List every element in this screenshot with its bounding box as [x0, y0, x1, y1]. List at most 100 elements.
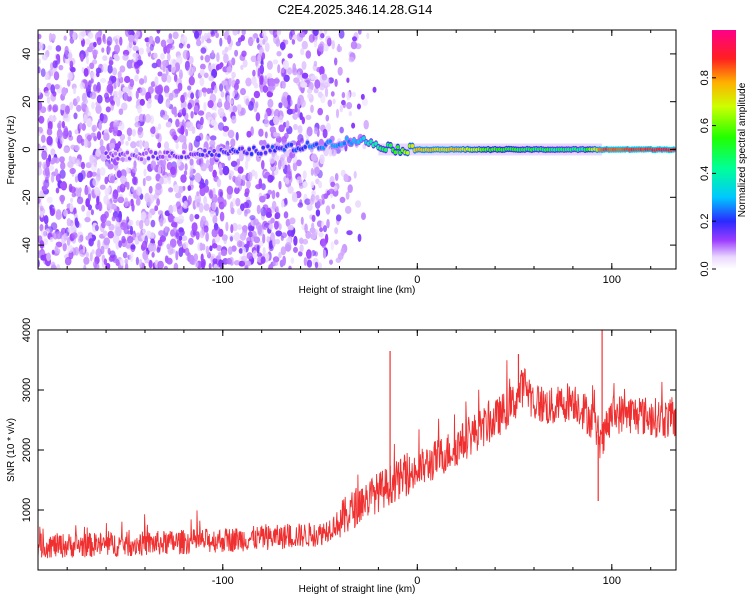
noise-speck	[298, 31, 306, 38]
noise-speck	[84, 216, 91, 223]
noise-speck	[221, 80, 228, 86]
noise-speck	[64, 105, 70, 115]
noise-speck	[234, 49, 239, 57]
noise-speck	[46, 135, 53, 146]
noise-speck	[67, 52, 73, 59]
noise-speck	[265, 252, 270, 261]
noise-speck	[302, 181, 308, 188]
noise-speck	[89, 62, 95, 70]
noise-speck	[203, 203, 210, 211]
noise-speck	[253, 82, 259, 89]
noise-speck	[105, 263, 111, 269]
noise-speck	[293, 123, 298, 131]
noise-speck	[256, 204, 261, 215]
noise-speck	[265, 212, 272, 218]
noise-speck	[256, 245, 260, 254]
noise-speck	[266, 91, 273, 98]
ridge-mark	[160, 154, 165, 159]
noise-speck	[277, 159, 282, 170]
noise-speck	[302, 238, 309, 245]
noise-speck	[266, 73, 273, 79]
noise-speck	[226, 185, 234, 195]
noise-speck	[317, 91, 323, 98]
noise-speck	[238, 104, 242, 112]
noise-speck	[69, 186, 76, 194]
ridge-mark	[245, 151, 249, 156]
noise-speck	[69, 167, 76, 175]
noise-speck	[61, 120, 65, 129]
noise-speck	[161, 73, 168, 83]
noise-speck	[126, 216, 130, 223]
ridge-mark	[247, 147, 251, 152]
noise-speck	[93, 84, 98, 92]
noise-speck	[130, 244, 136, 250]
noise-speck	[136, 59, 143, 66]
noise-speck	[109, 250, 116, 259]
noise-speck	[183, 170, 188, 176]
noise-speck	[296, 159, 302, 167]
x-tick-label: 0	[414, 575, 420, 587]
noise-speck	[163, 85, 170, 94]
noise-speck	[245, 98, 250, 106]
noise-speck	[148, 242, 154, 252]
noise-speck	[154, 76, 159, 87]
noise-speck	[231, 71, 236, 79]
noise-speck	[95, 248, 102, 258]
noise-speck	[261, 183, 266, 191]
noise-speck	[280, 246, 287, 256]
noise-speck	[259, 195, 266, 203]
noise-speck	[54, 84, 60, 90]
noise-speck	[304, 223, 308, 234]
x-tick-label: 0	[414, 274, 420, 286]
noise-speck	[266, 235, 270, 242]
noise-speck	[48, 104, 52, 111]
noise-speck	[219, 62, 224, 68]
noise-speck	[165, 101, 171, 108]
noise-speck	[76, 196, 84, 205]
colorbar-gradient	[712, 30, 736, 269]
noise-speck	[107, 45, 111, 55]
noise-speck	[289, 31, 293, 41]
noise-speck	[116, 170, 122, 179]
noise-speck	[215, 206, 219, 217]
noise-speck	[339, 126, 345, 134]
noise-speck	[175, 142, 179, 150]
noise-speck	[346, 91, 351, 101]
noise-speck	[121, 102, 128, 111]
noise-speck	[230, 99, 234, 105]
noise-speck	[334, 227, 338, 235]
noise-speck	[274, 220, 279, 230]
noise-speck	[325, 233, 329, 244]
noise-speck	[313, 60, 318, 67]
noise-speck	[213, 101, 217, 112]
noise-speck	[91, 101, 95, 110]
noise-speck	[146, 46, 151, 54]
noise-speck	[124, 241, 131, 249]
noise-speck	[220, 91, 225, 98]
noise-speck	[321, 238, 327, 249]
noise-speck	[115, 226, 122, 237]
spectrogram-marks	[38, 30, 676, 269]
noise-speck	[296, 71, 301, 79]
noise-speck	[79, 234, 84, 242]
noise-speck	[132, 176, 137, 185]
noise-speck	[93, 260, 98, 269]
noise-speck	[59, 156, 65, 163]
noise-speck	[97, 239, 101, 250]
noise-speck	[55, 241, 63, 248]
noise-speck	[91, 249, 95, 255]
noise-speck	[81, 123, 87, 131]
noise-speck	[268, 223, 274, 230]
noise-speck	[330, 241, 334, 251]
noise-speck	[212, 258, 218, 264]
noise-speck	[144, 113, 152, 123]
noise-speck	[55, 54, 60, 60]
noise-speck	[355, 200, 362, 208]
noise-speck	[307, 93, 312, 99]
noise-speck	[184, 163, 188, 171]
noise-speck	[244, 159, 249, 170]
noise-speck	[201, 261, 206, 269]
noise-speck	[110, 100, 115, 106]
noise-speck	[146, 197, 152, 207]
noise-speck	[157, 260, 164, 269]
